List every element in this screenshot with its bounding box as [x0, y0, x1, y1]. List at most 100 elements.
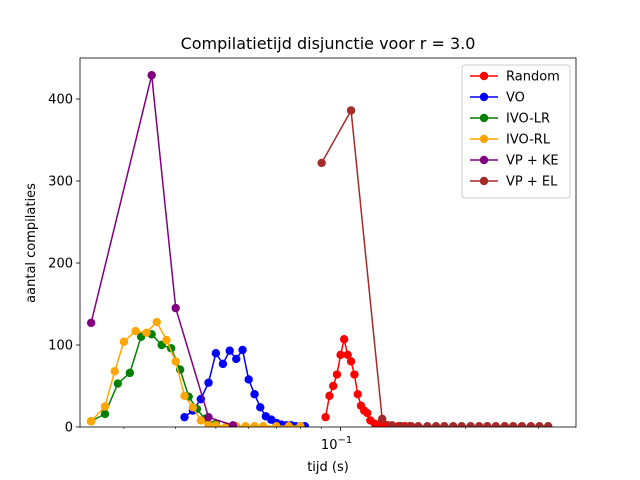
data-point-vp-el	[466, 421, 475, 427]
data-point-vo	[232, 354, 241, 364]
data-point-vo	[256, 403, 265, 412]
data-point-vp-el	[440, 421, 449, 427]
series-line-vo	[184, 349, 305, 427]
data-point-ivo-rl	[119, 337, 129, 346]
data-point-ivo-rl	[284, 421, 294, 427]
data-point-vp-el	[535, 421, 544, 427]
data-point-ivo-rl	[296, 421, 305, 427]
plot-frame	[79, 57, 577, 428]
data-point-vp-el	[396, 421, 406, 427]
data-point-vp-el	[346, 106, 356, 115]
data-point-vp-el	[491, 421, 501, 427]
series-line-vp-el	[320, 109, 549, 427]
data-point-vp-el	[483, 421, 492, 427]
legend-entry-vo[interactable]: VO	[470, 91, 525, 106]
legend-label: VO	[506, 91, 525, 106]
data-point-vo	[218, 359, 228, 369]
data-point-ivo-rl	[162, 335, 171, 345]
legend-swatch-marker	[479, 176, 489, 186]
legend-swatch-marker	[479, 113, 489, 123]
legend[interactable]: Random VO IVO-LR IVO-RL VP + KE VP + EL	[461, 64, 571, 199]
data-point-vo	[180, 412, 189, 422]
legend-box	[461, 64, 571, 199]
y-axis-label: aantal compilaties	[24, 183, 39, 303]
data-point-vp-el	[509, 421, 518, 427]
data-point-vp-el	[449, 421, 458, 427]
chart-title: Compilatietijd disjunctie voor r = 3.0	[181, 34, 476, 53]
y-tick-label: 400	[48, 93, 73, 108]
y-tick-label: 300	[48, 175, 73, 190]
legend-label: IVO-RL	[506, 133, 551, 148]
series-random	[321, 335, 416, 427]
data-point-random	[339, 335, 349, 344]
legend-entry-random[interactable]: Random	[470, 70, 560, 85]
legend-swatch-marker	[479, 134, 489, 144]
series-group	[86, 71, 553, 427]
data-point-ivo-rl	[86, 417, 96, 426]
series-vp-ke	[86, 71, 238, 427]
data-point-vo	[250, 390, 259, 399]
data-point-vp-el	[423, 421, 432, 427]
data-point-random	[353, 390, 362, 399]
data-point-ivo-rl	[180, 391, 189, 401]
data-point-vo	[238, 345, 247, 355]
series-vp-el	[317, 106, 553, 427]
data-point-vp-el	[457, 421, 466, 427]
data-point-vp-el	[414, 421, 423, 427]
y-tick-label: 200	[48, 257, 73, 272]
legend-label: Random	[506, 70, 560, 85]
data-point-ivo-rl	[204, 420, 213, 427]
plot-area	[86, 71, 553, 427]
series-ivo-lr	[86, 330, 221, 427]
legend-label: VP + EL	[506, 175, 558, 190]
data-point-vo	[225, 346, 234, 355]
data-point-vo	[204, 378, 213, 387]
data-point-vp-el	[526, 421, 536, 427]
data-point-vp-ke	[228, 421, 238, 427]
data-point-vp-ke	[171, 303, 180, 313]
data-point-ivo-rl	[142, 328, 151, 337]
data-point-vo	[211, 349, 221, 358]
data-point-random	[363, 408, 372, 418]
data-point-vp-el	[377, 414, 387, 423]
data-point-ivo-rl	[100, 402, 110, 411]
legend-entry-vp-ke[interactable]: VP + KE	[470, 154, 559, 169]
data-point-random	[329, 381, 338, 391]
data-point-vo	[244, 375, 253, 384]
axes: 0 100 200 300 400 10−1	[48, 57, 577, 453]
data-point-random	[321, 412, 330, 422]
data-point-ivo-rl	[211, 421, 221, 427]
data-point-random	[325, 391, 334, 401]
data-point-ivo-rl	[188, 403, 198, 412]
data-point-ivo-rl	[250, 421, 259, 427]
data-point-vp-el	[317, 158, 326, 168]
legend-entry-ivo-rl[interactable]: IVO-RL	[470, 133, 551, 148]
data-point-random	[346, 357, 356, 366]
legend-swatch-marker	[479, 71, 489, 81]
legend-swatch-marker	[479, 155, 489, 165]
data-point-random	[332, 370, 342, 379]
data-point-vp-ke	[204, 412, 213, 422]
data-point-vp-el	[431, 421, 441, 427]
data-point-vp-el	[500, 421, 509, 427]
data-point-random	[343, 350, 352, 360]
legend-entry-ivo-lr[interactable]: IVO-LR	[470, 112, 550, 127]
data-point-ivo-rl	[171, 357, 180, 366]
legend-label: IVO-LR	[506, 112, 550, 127]
data-point-vp-ke	[86, 318, 96, 328]
x-tick-label: 10−1	[321, 435, 352, 453]
data-point-random	[336, 350, 345, 360]
y-tick-label: 100	[48, 339, 73, 354]
data-point-ivo-rl	[196, 416, 206, 425]
data-point-vp-ke	[147, 71, 156, 80]
legend-label: VP + KE	[506, 154, 559, 169]
y-tick-label: 0	[65, 421, 73, 436]
x-axis-label: tijd (s)	[307, 460, 349, 475]
data-point-vp-el	[517, 421, 527, 427]
legend-entry-vp-el[interactable]: VP + EL	[470, 175, 558, 190]
data-point-ivo-rl	[241, 421, 250, 427]
data-point-ivo-lr	[100, 409, 110, 419]
data-point-random	[350, 370, 359, 379]
data-point-ivo-rl	[272, 421, 281, 427]
